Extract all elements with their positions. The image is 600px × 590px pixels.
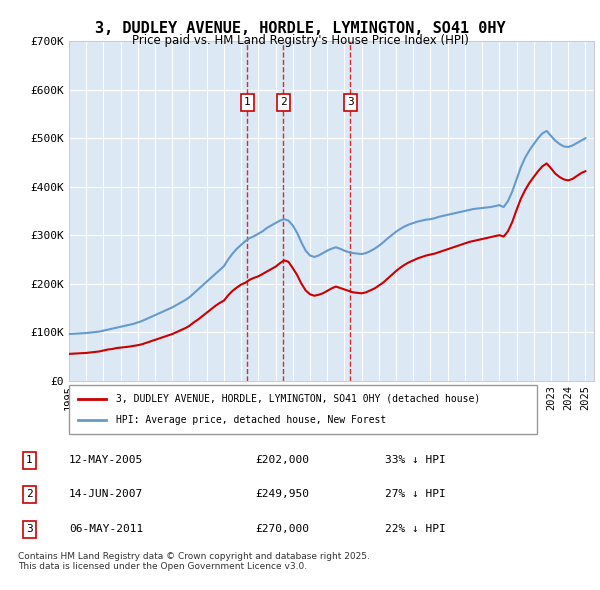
Text: 22% ↓ HPI: 22% ↓ HPI <box>385 525 445 535</box>
Text: HPI: Average price, detached house, New Forest: HPI: Average price, detached house, New … <box>116 415 386 425</box>
Text: £202,000: £202,000 <box>255 455 309 465</box>
Text: Price paid vs. HM Land Registry's House Price Index (HPI): Price paid vs. HM Land Registry's House … <box>131 34 469 47</box>
Text: 06-MAY-2011: 06-MAY-2011 <box>69 525 143 535</box>
Text: 1: 1 <box>26 455 32 465</box>
Text: 2: 2 <box>26 489 32 499</box>
Text: 12-MAY-2005: 12-MAY-2005 <box>69 455 143 465</box>
Text: 14-JUN-2007: 14-JUN-2007 <box>69 489 143 499</box>
Text: 3, DUDLEY AVENUE, HORDLE, LYMINGTON, SO41 0HY (detached house): 3, DUDLEY AVENUE, HORDLE, LYMINGTON, SO4… <box>116 394 480 404</box>
Text: 3, DUDLEY AVENUE, HORDLE, LYMINGTON, SO41 0HY: 3, DUDLEY AVENUE, HORDLE, LYMINGTON, SO4… <box>95 21 505 35</box>
FancyBboxPatch shape <box>69 385 537 434</box>
Text: 2: 2 <box>280 97 287 107</box>
Text: 3: 3 <box>26 525 32 535</box>
Text: Contains HM Land Registry data © Crown copyright and database right 2025.
This d: Contains HM Land Registry data © Crown c… <box>18 552 370 571</box>
Text: 33% ↓ HPI: 33% ↓ HPI <box>385 455 445 465</box>
Text: 3: 3 <box>347 97 354 107</box>
Text: 27% ↓ HPI: 27% ↓ HPI <box>385 489 445 499</box>
Text: £270,000: £270,000 <box>255 525 309 535</box>
Text: £249,950: £249,950 <box>255 489 309 499</box>
Text: 1: 1 <box>244 97 251 107</box>
